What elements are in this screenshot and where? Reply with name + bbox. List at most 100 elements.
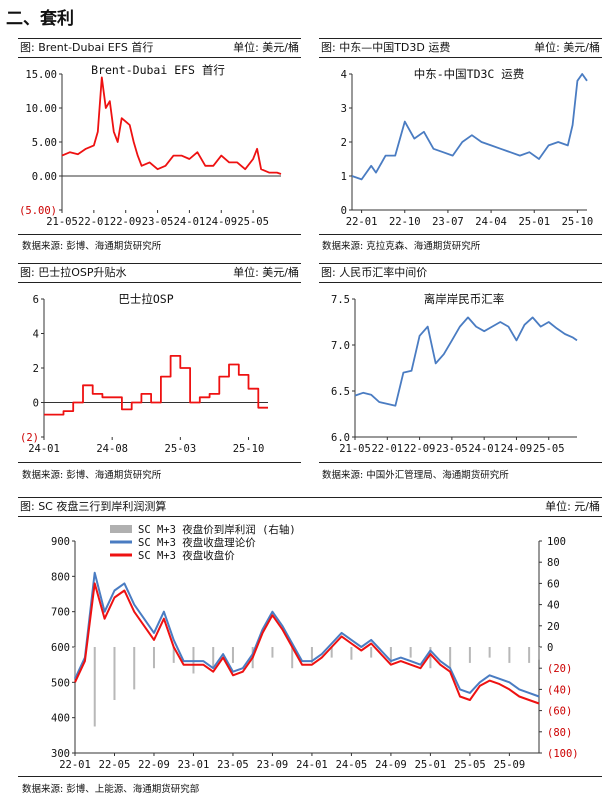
y2-tick-label: (20) [547,663,572,675]
legend-swatch [110,525,132,533]
chart-inner-title: Brent-Dubai EFS 首行 [91,63,225,77]
x-tick-label: 23-05 [142,216,174,228]
section-title: 二、套利 [6,9,74,29]
panel-osp-source: 数据来源: 彭博、海通期货研究所 [22,470,162,481]
y-tick-label: 5.00 [32,137,57,149]
x-tick-label: 22-01 [346,216,378,228]
x-tick-label: 22-09 [110,216,142,228]
panel-efs-header: 图: Brent-Dubai EFS 首行 单位: 美元/桶 [18,38,301,58]
profit-bar [488,647,491,658]
y2-tick-label: 0 [547,642,553,654]
y-tick-label: 7.0 [331,340,350,352]
series-line-0 [354,316,578,407]
x-tick-label: 21-05 [46,216,78,228]
profit-bar [231,647,234,663]
x-tick-label: 25-03 [165,443,197,455]
y-tick-label: 15.00 [25,69,57,81]
profit-bar [271,647,274,658]
x-tick-label: 24-01 [174,216,206,228]
legend-label: SC M+3 夜盘收盘价 [138,549,235,562]
y-tick-label: 6.5 [331,386,350,398]
x-tick-label: 23-07 [432,216,464,228]
x-tick-label: 24-01 [468,443,500,455]
x-tick-label: 24-04 [475,216,507,228]
y-tick-label: 1 [341,171,347,183]
series-line-2 [74,582,540,705]
y2-tick-label: 80 [547,557,560,569]
x-tick-label: 24-09 [205,216,237,228]
series-line-1 [74,571,540,698]
legend-label: SC M+3 夜盘收盘理论价 [138,536,256,549]
profit-bar [389,647,392,663]
x-tick-label: 22-10 [389,216,421,228]
x-tick-label: 25-09 [494,759,526,771]
y-tick-label: 4 [33,329,39,341]
y2-tick-label: (100) [547,748,579,760]
x-tick-label: 24-05 [336,759,368,771]
x-tick-label: 22-09 [138,759,170,771]
x-tick-label: 25-10 [562,216,594,228]
y-tick-label: 6.0 [331,432,350,444]
panel-efs-unit: 单位: 美元/桶 [233,41,299,54]
y-tick-label: 0.00 [32,171,57,183]
profit-bar [409,647,412,658]
y-tick-label: 800 [51,571,70,583]
y-tick-label: 10.00 [25,103,57,115]
profit-bar [538,647,540,660]
y2-tick-label: 40 [547,600,560,612]
panel-td3d-divider [319,234,602,235]
profit-bar [429,647,432,669]
x-tick-label: 22-05 [99,759,131,771]
y-tick-label: 4 [341,69,347,81]
series-line-0 [61,76,282,175]
x-tick-label: 22-09 [404,443,436,455]
x-tick-label: 25-05 [533,443,565,455]
y-tick-label: 7.5 [331,294,350,306]
profit-bar [350,647,353,660]
chart-inner-title: 离岸岸民币汇率 [424,292,505,306]
x-tick-label: 24-09 [501,443,533,455]
profit-bar [74,647,76,679]
y-tick-label: 3 [341,103,347,115]
series-line-0 [351,73,588,181]
y2-tick-label: (60) [547,706,572,718]
y-tick-label: (5.00) [19,205,57,217]
x-tick-label: 22-01 [371,443,403,455]
panel-cny-header: 图: 人民币汇率中间价 [319,263,602,283]
panel-efs-divider [18,234,301,235]
panel-cny-divider [319,462,602,463]
x-tick-label: 25-05 [237,216,269,228]
x-tick-label: 23-01 [178,759,210,771]
panel-cny-title: 图: 人民币汇率中间价 [321,266,428,279]
chart-osp: 6 4 2 0 (2)24-01 24-08 25-03 25-10 巴士拉OSP [20,292,268,455]
profit-bar [508,647,511,663]
profit-bar [133,647,136,690]
chart-inner-title: 中东-中国TD3C 运费 [414,67,525,81]
y-tick-label: 500 [51,677,70,689]
panel-osp-header: 图: 巴士拉OSP升贴水 单位: 美元/桶 [18,263,301,283]
profit-bar [212,647,215,669]
legend-label: SC M+3 夜盘价到岸利润 (右轴) [138,523,296,536]
x-tick-label: 23-05 [217,759,249,771]
profit-bar [370,647,373,658]
panel-sc-unit: 单位: 元/桶 [545,500,600,513]
panel-efs-source: 数据来源: 彭博、海通期货研究所 [22,241,162,252]
panel-cny-source: 数据来源: 中国外汇管理局、海通期货研究所 [322,470,509,481]
chart-cny: 7.5 7.0 6.5 6.021-05 22-01 22-09 23-05 24-01 24-… [331,292,578,455]
y2-tick-label: (80) [547,727,572,739]
panel-osp-unit: 单位: 美元/桶 [233,266,299,279]
profit-bar [152,647,155,669]
profit-bar [528,647,531,663]
x-tick-label: 22-01 [78,216,110,228]
x-tick-label: 24-08 [96,443,128,455]
x-tick-label: 22-01 [59,759,91,771]
y-tick-label: 300 [51,748,70,760]
profit-bar [113,647,116,700]
y2-tick-label: 100 [547,536,566,548]
x-tick-label: 23-09 [257,759,289,771]
y2-tick-label: 60 [547,578,560,590]
x-tick-label: 25-01 [415,759,447,771]
y2-tick-label: (40) [547,684,572,696]
y-tick-label: 2 [341,137,347,149]
